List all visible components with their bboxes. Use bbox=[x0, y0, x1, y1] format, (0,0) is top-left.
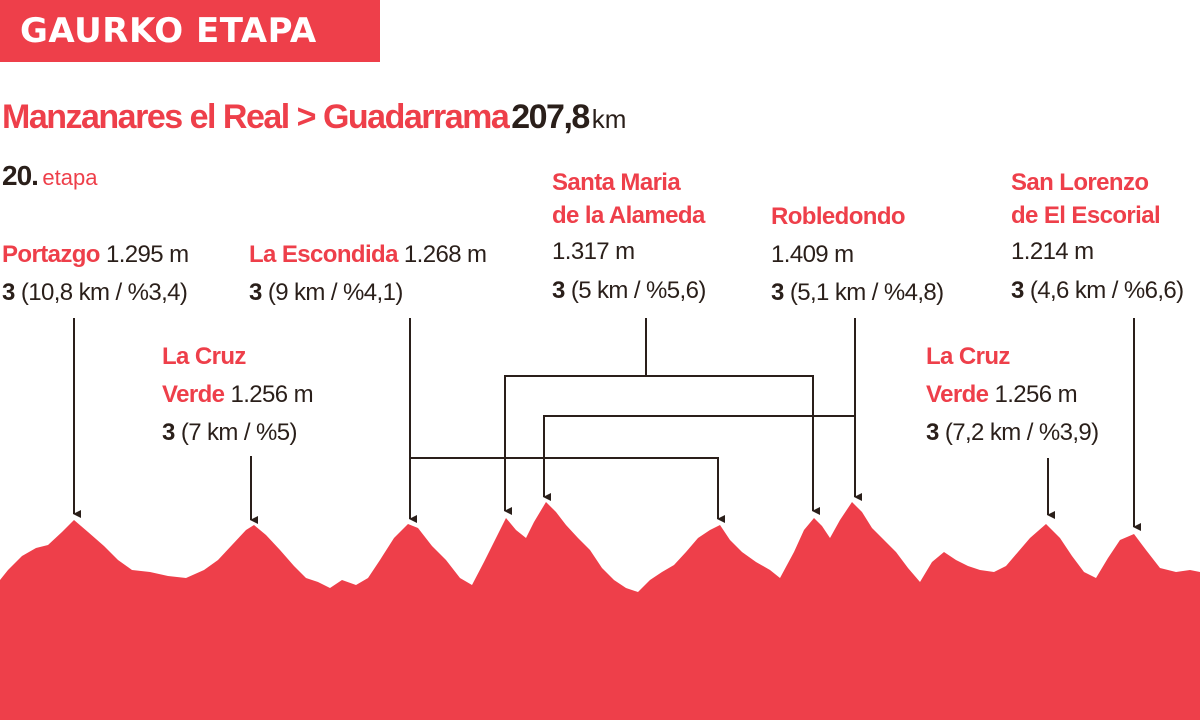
climb-robledondo: Robledondo 1.409 m 3 (5,1 km / %4,8) bbox=[771, 198, 944, 312]
climb-detail: (7,2 km / %3,9) bbox=[944, 419, 1099, 446]
pointer-la-escondida-branch bbox=[410, 457, 725, 523]
stage-distance: 207,8 bbox=[511, 98, 590, 136]
distance-unit: km bbox=[591, 104, 627, 134]
climb-san-lorenzo-de-el-escorial: San Lorenzo de El Escorial 1.214 m 3 (4,… bbox=[1011, 166, 1184, 310]
climb-altitude: 1.268 m bbox=[403, 241, 487, 268]
climb-category: 3 bbox=[249, 279, 262, 306]
climb-detail: (5 km / %5,6) bbox=[570, 277, 707, 304]
climb-name-line2: Verde bbox=[162, 381, 225, 408]
climb-altitude: 1.317 m bbox=[552, 238, 635, 265]
pointer-santa-maria bbox=[504, 318, 647, 515]
climb-detail: (7 km / %5) bbox=[180, 419, 298, 446]
stage-badge: GAURKO ETAPA bbox=[0, 0, 380, 62]
climb-altitude: 1.295 m bbox=[105, 241, 189, 268]
climb-category: 3 bbox=[926, 419, 939, 446]
climb-altitude: 1.256 m bbox=[994, 381, 1077, 408]
pointer-lines bbox=[73, 318, 1141, 531]
stage-number-label: etapa bbox=[42, 165, 98, 190]
climb-name: Portazgo bbox=[2, 241, 100, 268]
climb-name: La Escondida bbox=[249, 241, 398, 268]
climb-name: San Lorenzo bbox=[1011, 169, 1149, 196]
climb-category: 3 bbox=[162, 419, 175, 446]
climb-category: 3 bbox=[552, 277, 565, 304]
climb-santa-maria-de-la-alameda: Santa Maria de la Alameda 1.317 m 3 (5 k… bbox=[552, 166, 706, 310]
climb-category: 3 bbox=[2, 279, 15, 306]
climb-portazgo: Portazgo 1.295 m 3 (10,8 km / %3,4) bbox=[2, 236, 189, 312]
profile-terrain bbox=[0, 502, 1200, 720]
climb-la-cruz-verde-1: La Cruz Verde 1.256 m 3 (7 km / %5) bbox=[162, 338, 314, 452]
climb-name: Robledondo bbox=[771, 203, 906, 230]
climb-detail: (9 km / %4,1) bbox=[267, 279, 404, 306]
climb-detail: (10,8 km / %3,4) bbox=[20, 279, 188, 306]
stage-title: Manzanares el Real > Guadarrama 207,8 km bbox=[2, 98, 626, 137]
climb-la-cruz-verde-2: La Cruz Verde 1.256 m 3 (7,2 km / %3,9) bbox=[926, 338, 1099, 452]
climb-name: La Cruz bbox=[162, 343, 246, 370]
stage-number-value: 20. bbox=[2, 160, 39, 191]
climb-altitude: 1.214 m bbox=[1011, 238, 1094, 265]
pointer-santa-maria-branch bbox=[646, 375, 820, 515]
climb-category: 3 bbox=[771, 279, 784, 306]
climb-altitude: 1.256 m bbox=[230, 381, 313, 408]
climb-name: Santa Maria bbox=[552, 169, 681, 196]
climb-name-line2: Verde bbox=[926, 381, 989, 408]
pointer-robledondo-branch bbox=[543, 415, 855, 501]
climb-altitude: 1.409 m bbox=[771, 241, 854, 268]
climb-name-line2: de la Alameda bbox=[552, 202, 705, 229]
stage-number: 20. etapa bbox=[2, 160, 97, 192]
climb-detail: (4,6 km / %6,6) bbox=[1029, 277, 1184, 304]
climb-name-line2: de El Escorial bbox=[1011, 202, 1161, 229]
route-name: Manzanares el Real > Guadarrama bbox=[2, 98, 510, 136]
climb-category: 3 bbox=[1011, 277, 1024, 304]
climb-la-escondida: La Escondida 1.268 m 3 (9 km / %4,1) bbox=[249, 236, 487, 312]
climb-detail: (5,1 km / %4,8) bbox=[789, 279, 944, 306]
climb-name: La Cruz bbox=[926, 343, 1010, 370]
